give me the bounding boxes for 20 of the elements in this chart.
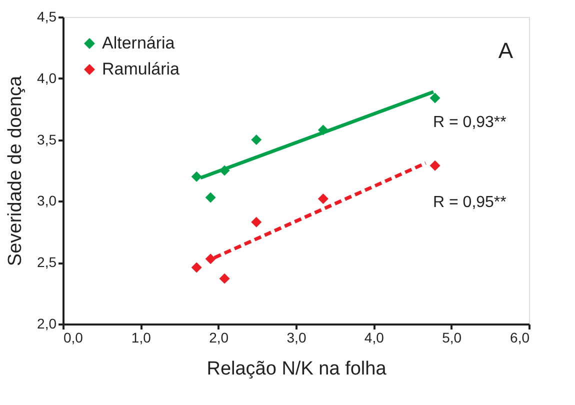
y-tick-label: 4,0 (37, 70, 57, 86)
annotation: R = 0,93** (433, 114, 506, 131)
legend-label: Alternária (102, 34, 176, 52)
y-tick-label: 2,0 (37, 316, 57, 332)
y-axis-title: Severidade de doença (5, 75, 26, 266)
x-tick-label: 4,0 (364, 330, 384, 346)
x-tick-label: 6,0 (510, 330, 530, 346)
y-tick-label: 2,5 (37, 254, 57, 270)
y-tick-label: 4,5 (37, 8, 57, 24)
x-tick-label: 0,0 (64, 330, 84, 346)
annotation: R = 0,95** (433, 194, 506, 211)
x-tick-label: 5,0 (442, 330, 462, 346)
x-tick-label: 1,0 (131, 330, 152, 346)
x-axis-title: Relação N/K na folha (206, 358, 387, 380)
y-tick-label: 3,0 (37, 192, 57, 209)
legend-label: Ramulária (102, 60, 180, 78)
x-tick-label: 3,0 (286, 330, 306, 346)
x-tick-label: 2,0 (209, 330, 229, 346)
annotation: A (498, 38, 514, 63)
y-tick-label: 3,5 (37, 131, 57, 148)
